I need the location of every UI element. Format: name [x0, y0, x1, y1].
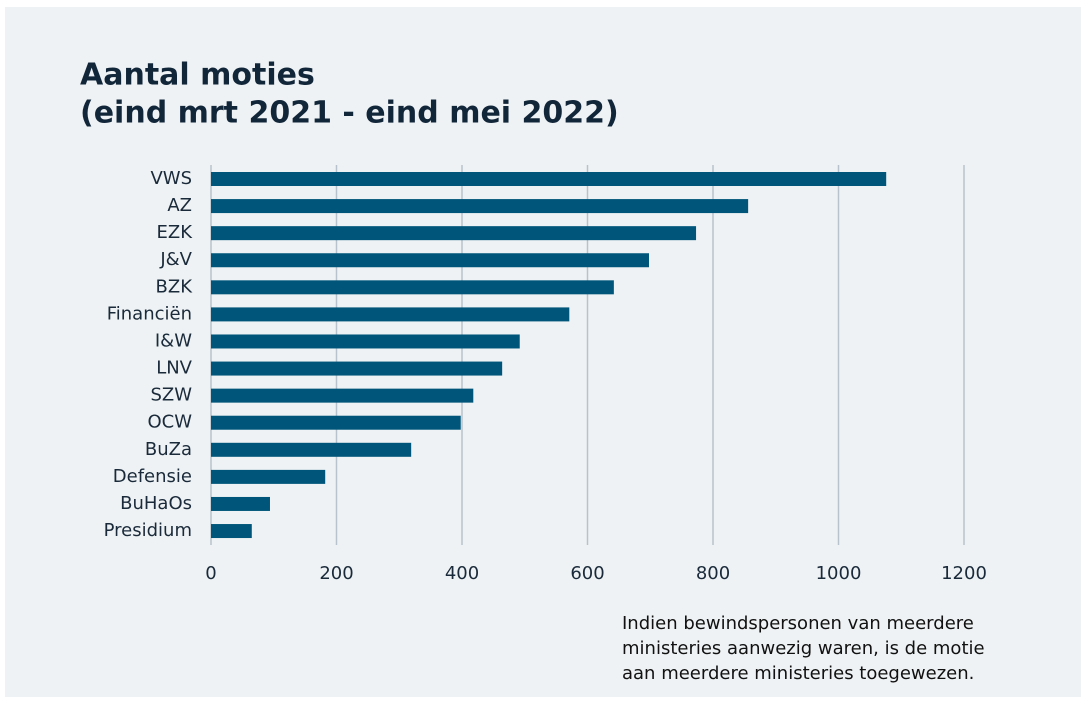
y-tick-label: Defensie [113, 466, 192, 487]
x-tick-label: 200 [319, 563, 353, 584]
bar [211, 388, 474, 403]
x-tick-label: 1200 [941, 563, 987, 584]
bar [211, 361, 503, 376]
bar [211, 496, 270, 511]
bar [211, 307, 570, 322]
y-tick-label: BuZa [145, 439, 192, 460]
y-tick-label: BuHaOs [120, 493, 192, 514]
annotation: Indien bewindspersonen van meerdere [622, 613, 974, 634]
x-tick-label: 400 [445, 563, 479, 584]
bar [211, 226, 697, 241]
chart-subtitle: (eind mrt 2021 - eind mei 2022) [80, 96, 619, 131]
x-tick-label: 1000 [816, 563, 862, 584]
panel [5, 7, 1081, 697]
bar [211, 334, 520, 349]
y-tick-label: EZK [156, 222, 193, 243]
y-tick-label: OCW [147, 412, 192, 433]
y-tick-label: VWS [150, 168, 192, 189]
y-tick-label: AZ [167, 195, 192, 216]
chart-title: Aantal moties [80, 58, 315, 93]
y-tick-label: LNV [156, 358, 192, 379]
bar [211, 415, 461, 430]
annotation: aan meerdere ministeries toegewezen. [622, 663, 974, 684]
annotation: ministeries aanwezig waren, is de motie [622, 638, 985, 659]
bar [211, 442, 412, 457]
bar [211, 524, 252, 539]
bar [211, 172, 887, 186]
x-tick-label: 600 [570, 563, 604, 584]
y-tick-label: J&V [159, 249, 192, 270]
bar [211, 469, 326, 484]
y-tick-label: Financiën [107, 303, 192, 324]
x-tick-label: 0 [205, 563, 216, 584]
y-tick-label: BZK [156, 276, 194, 297]
bar [211, 253, 649, 268]
bar [211, 199, 749, 214]
x-tick-label: 800 [696, 563, 730, 584]
y-tick-label: I&W [155, 330, 192, 351]
y-tick-label: Presidium [104, 520, 192, 541]
y-tick-label: SZW [150, 385, 192, 406]
bar [211, 280, 614, 295]
